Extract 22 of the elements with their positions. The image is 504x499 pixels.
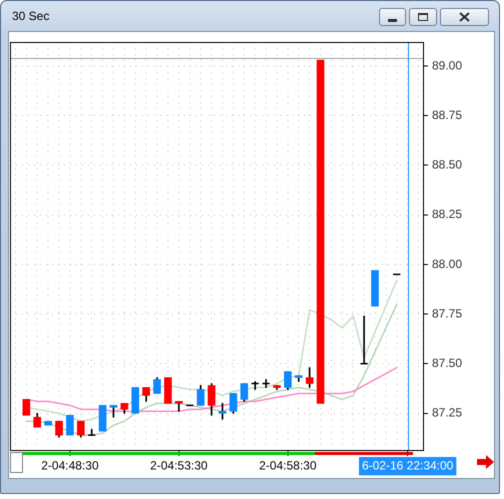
y-tick-label: 87.75	[432, 306, 462, 320]
y-tick-label: 88.50	[432, 158, 462, 172]
x-tick-label: 6-02-16 22:34:00	[362, 458, 454, 473]
y-tick-label: 88.25	[432, 207, 462, 222]
candlestick	[371, 270, 379, 306]
y-tick-label: 88.00	[432, 256, 462, 271]
candlestick	[22, 399, 30, 416]
candlestick	[98, 405, 106, 432]
x-tick-label: 2-04:48:30	[41, 458, 99, 473]
chart-title: 30 Sec	[12, 9, 50, 24]
candlestick	[164, 377, 172, 404]
candlestick	[110, 405, 118, 418]
candlestick	[66, 414, 74, 436]
x-tick-label: 2-04:53:30	[150, 458, 208, 473]
x-tick-label: 2-04:58:30	[259, 458, 317, 473]
y-tick-label: 87.50	[432, 356, 462, 370]
y-tick-label: 89.00	[432, 58, 462, 72]
y-tick-label: 87.25	[432, 406, 462, 420]
candlestick	[44, 420, 52, 426]
candlestick	[218, 403, 226, 420]
y-tick-label: 88.75	[432, 108, 462, 122]
candlestick	[131, 387, 140, 414]
